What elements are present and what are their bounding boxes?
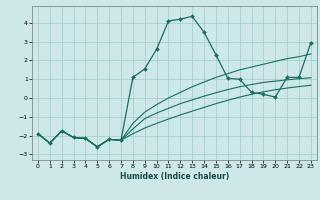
X-axis label: Humidex (Indice chaleur): Humidex (Indice chaleur) (120, 172, 229, 181)
